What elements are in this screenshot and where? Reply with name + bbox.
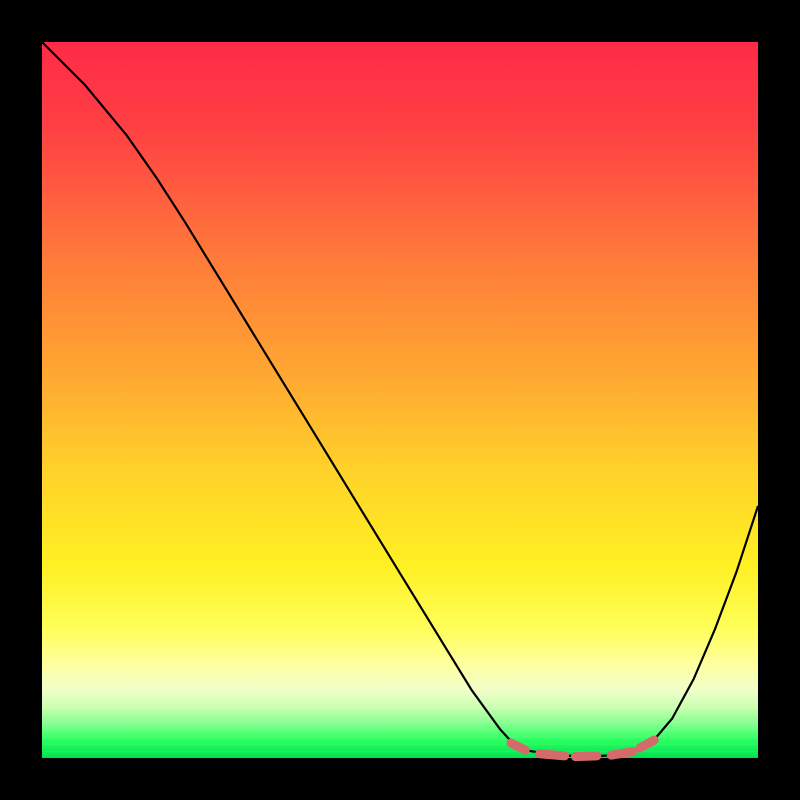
optimal-range-marker: [575, 756, 596, 757]
gradient-background: [42, 42, 758, 758]
optimal-range-marker: [511, 743, 525, 750]
optimal-range-marker: [540, 754, 565, 756]
chart-container: TheBottleneck.com: [0, 0, 800, 800]
optimal-range-marker: [611, 752, 632, 756]
chart-svg: [0, 0, 800, 800]
